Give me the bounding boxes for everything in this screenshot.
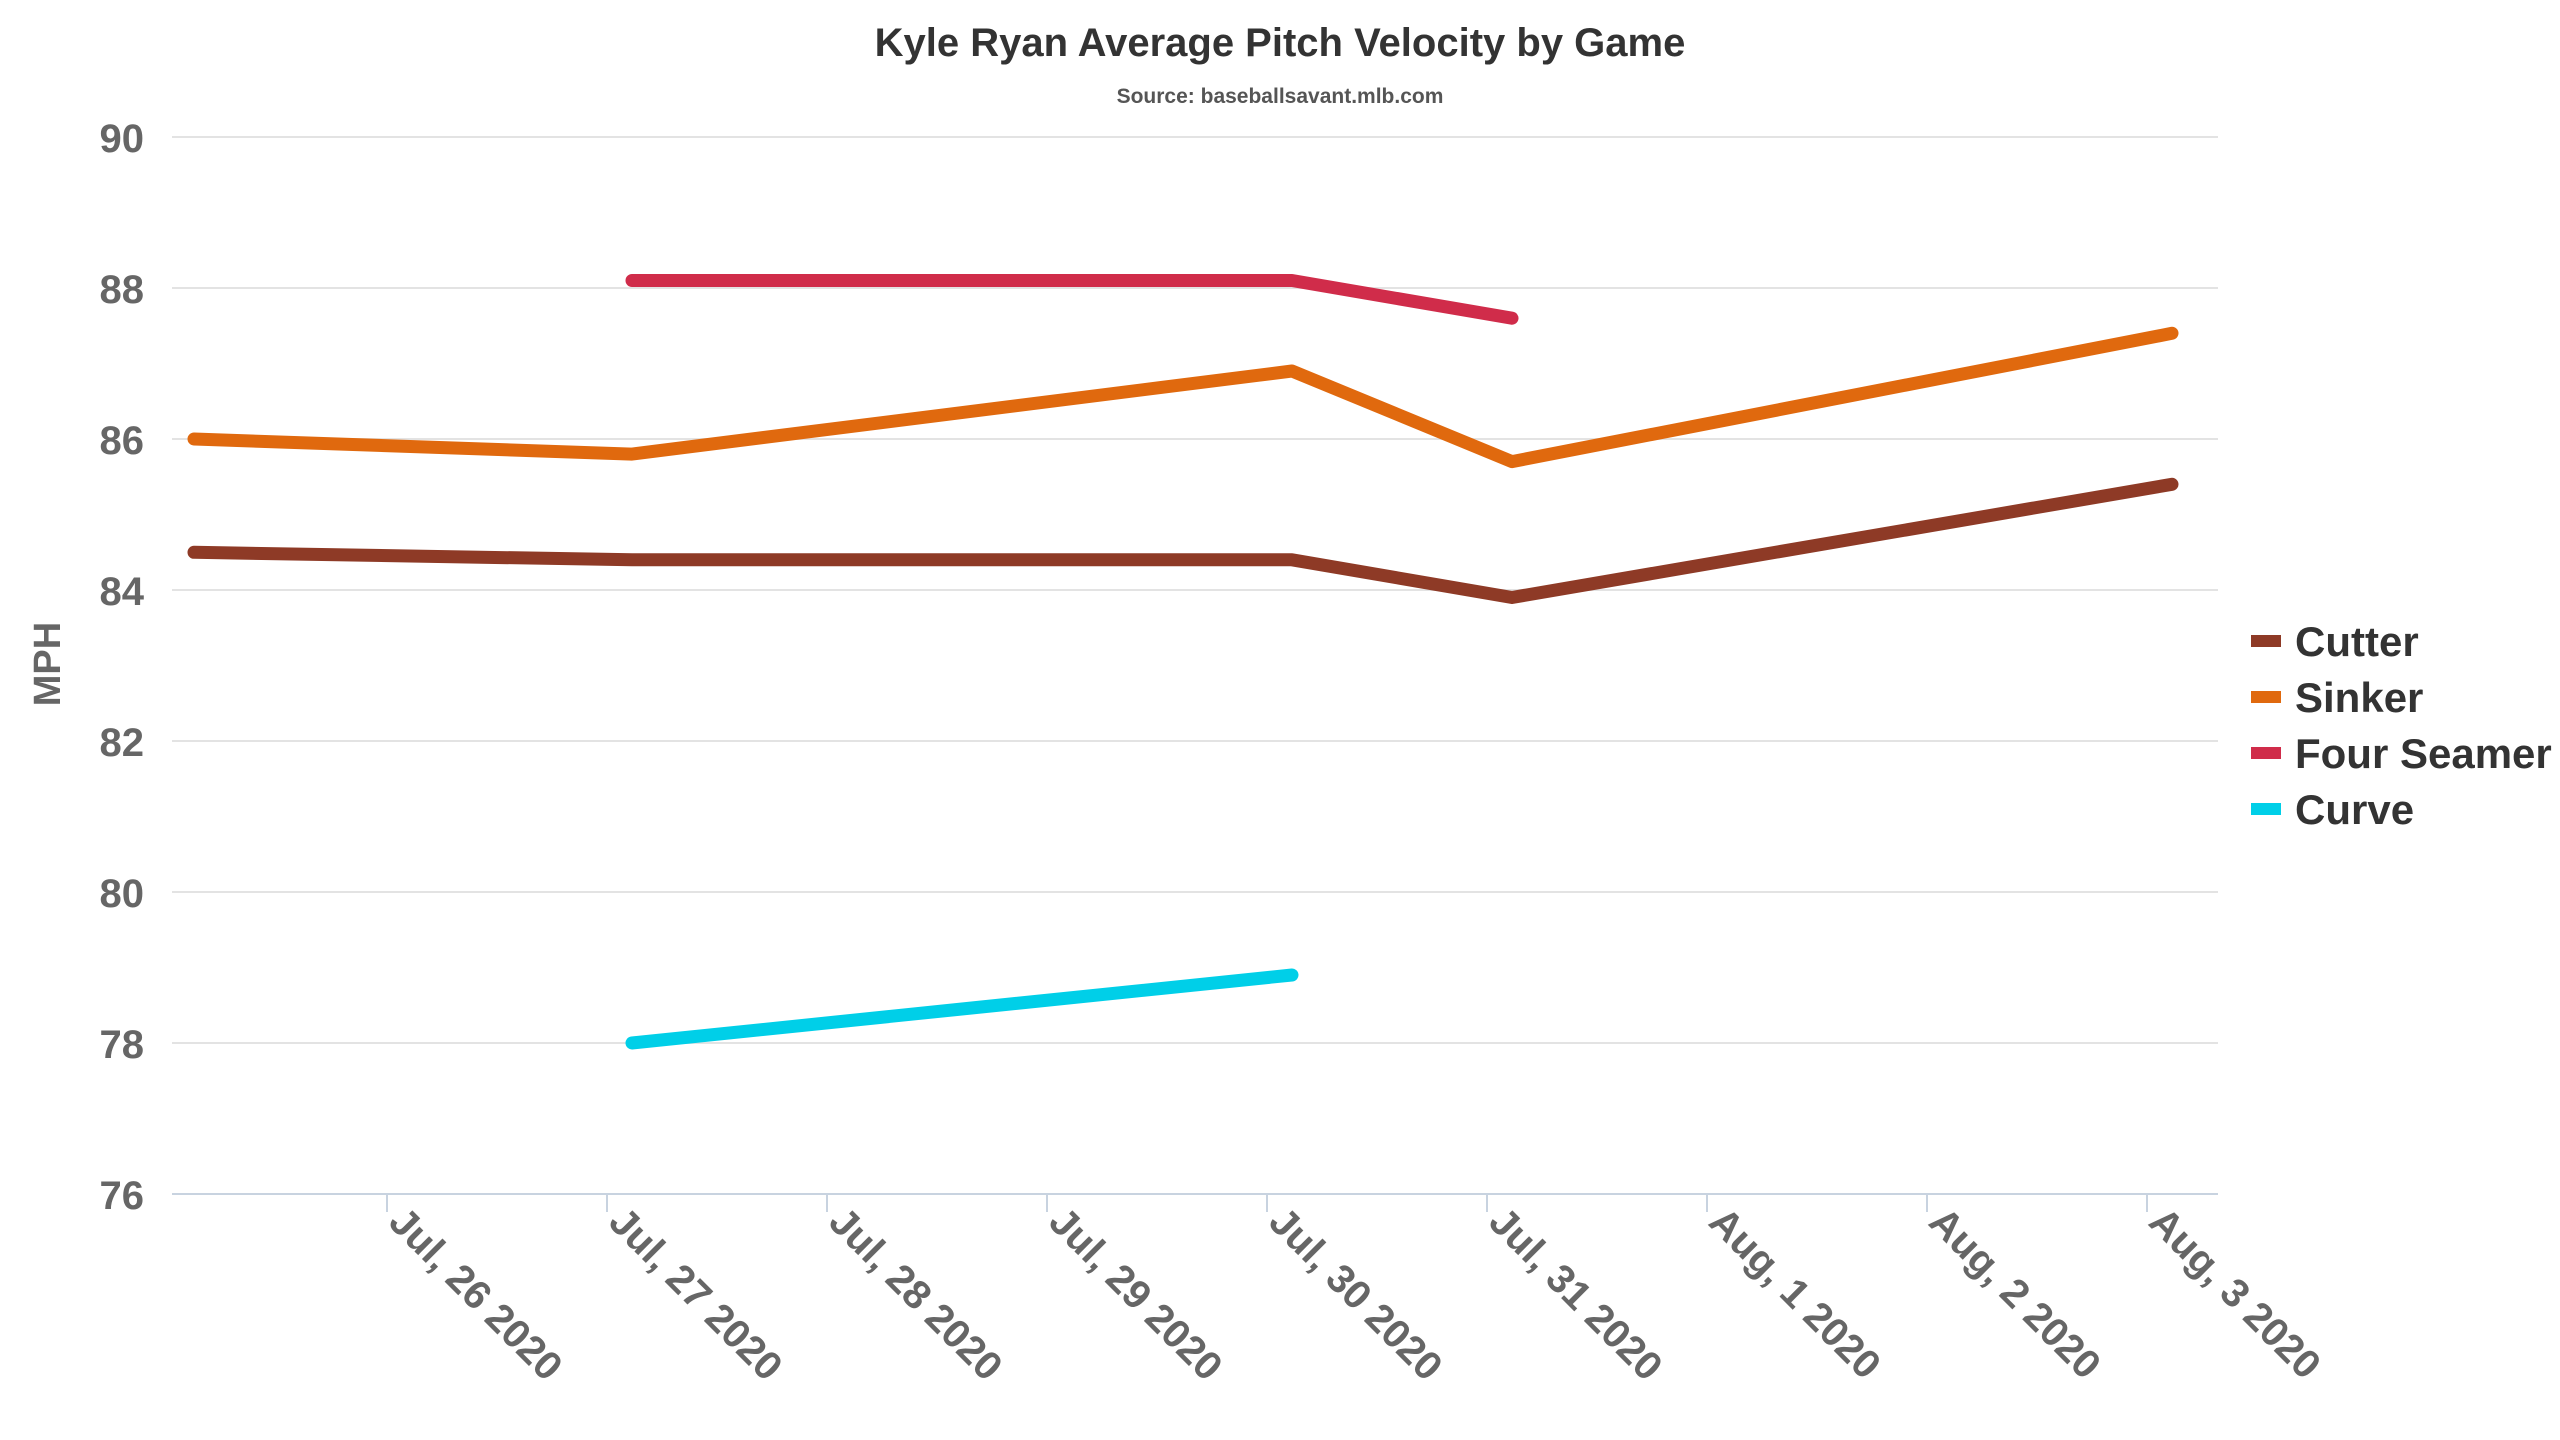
- legend-label: Cutter: [2295, 618, 2419, 665]
- x-axis-ticks: Jul, 26 2020 Jul, 27 2020 Jul, 28 2020 Jul,…: [381, 1199, 2329, 1389]
- chart-title: Kyle Ryan Average Pitch Velocity by Game: [875, 21, 1686, 65]
- series-line-curve: [625, 968, 1299, 1050]
- legend-label: Four Seamer: [2295, 730, 2552, 777]
- x-tick-label: Jul, 27 2020: [601, 1199, 791, 1389]
- y-tick-label: 86: [100, 419, 145, 463]
- y-tick-label: 88: [100, 268, 145, 312]
- legend-swatch: [2251, 803, 2281, 815]
- x-tick-label: Jul, 30 2020: [1261, 1199, 1451, 1389]
- legend-swatch: [2251, 691, 2281, 703]
- y-axis-label: MPH: [27, 622, 69, 706]
- y-tick-label: 80: [100, 872, 145, 916]
- series-lines: [187, 274, 2179, 1050]
- x-tick-label: Jul, 31 2020: [1481, 1199, 1671, 1389]
- y-axis-ticks: 76 78 80 82 84 86 88 90: [100, 117, 145, 1218]
- legend: Cutter Sinker Four Seamer Curve: [2251, 618, 2552, 833]
- y-tick-label: 78: [100, 1023, 145, 1067]
- legend-label: Sinker: [2295, 674, 2423, 721]
- series-line-four-seamer: [625, 274, 1519, 325]
- chart-subtitle: Source: baseballsavant.mlb.com: [1117, 85, 1444, 108]
- x-tick-label: Aug, 1 2020: [1701, 1199, 1889, 1387]
- series-line-cutter: [187, 477, 2179, 604]
- gridlines: [172, 136, 2218, 1044]
- x-axis: [172, 1193, 2218, 1212]
- y-tick-label: 90: [100, 117, 145, 161]
- y-tick-label: 76: [100, 1174, 145, 1218]
- legend-label: Curve: [2295, 786, 2414, 833]
- y-tick-label: 84: [100, 570, 145, 614]
- legend-swatch: [2251, 747, 2281, 759]
- y-tick-label: 82: [100, 721, 145, 765]
- x-tick-label: Jul, 28 2020: [821, 1199, 1011, 1389]
- series-line-sinker: [187, 326, 2179, 469]
- x-tick-label: Aug, 3 2020: [2141, 1199, 2329, 1387]
- legend-swatch: [2251, 635, 2281, 647]
- x-tick-label: Aug, 2 2020: [1921, 1199, 2109, 1387]
- x-tick-label: Jul, 26 2020: [381, 1199, 571, 1389]
- x-tick-label: Jul, 29 2020: [1041, 1199, 1231, 1389]
